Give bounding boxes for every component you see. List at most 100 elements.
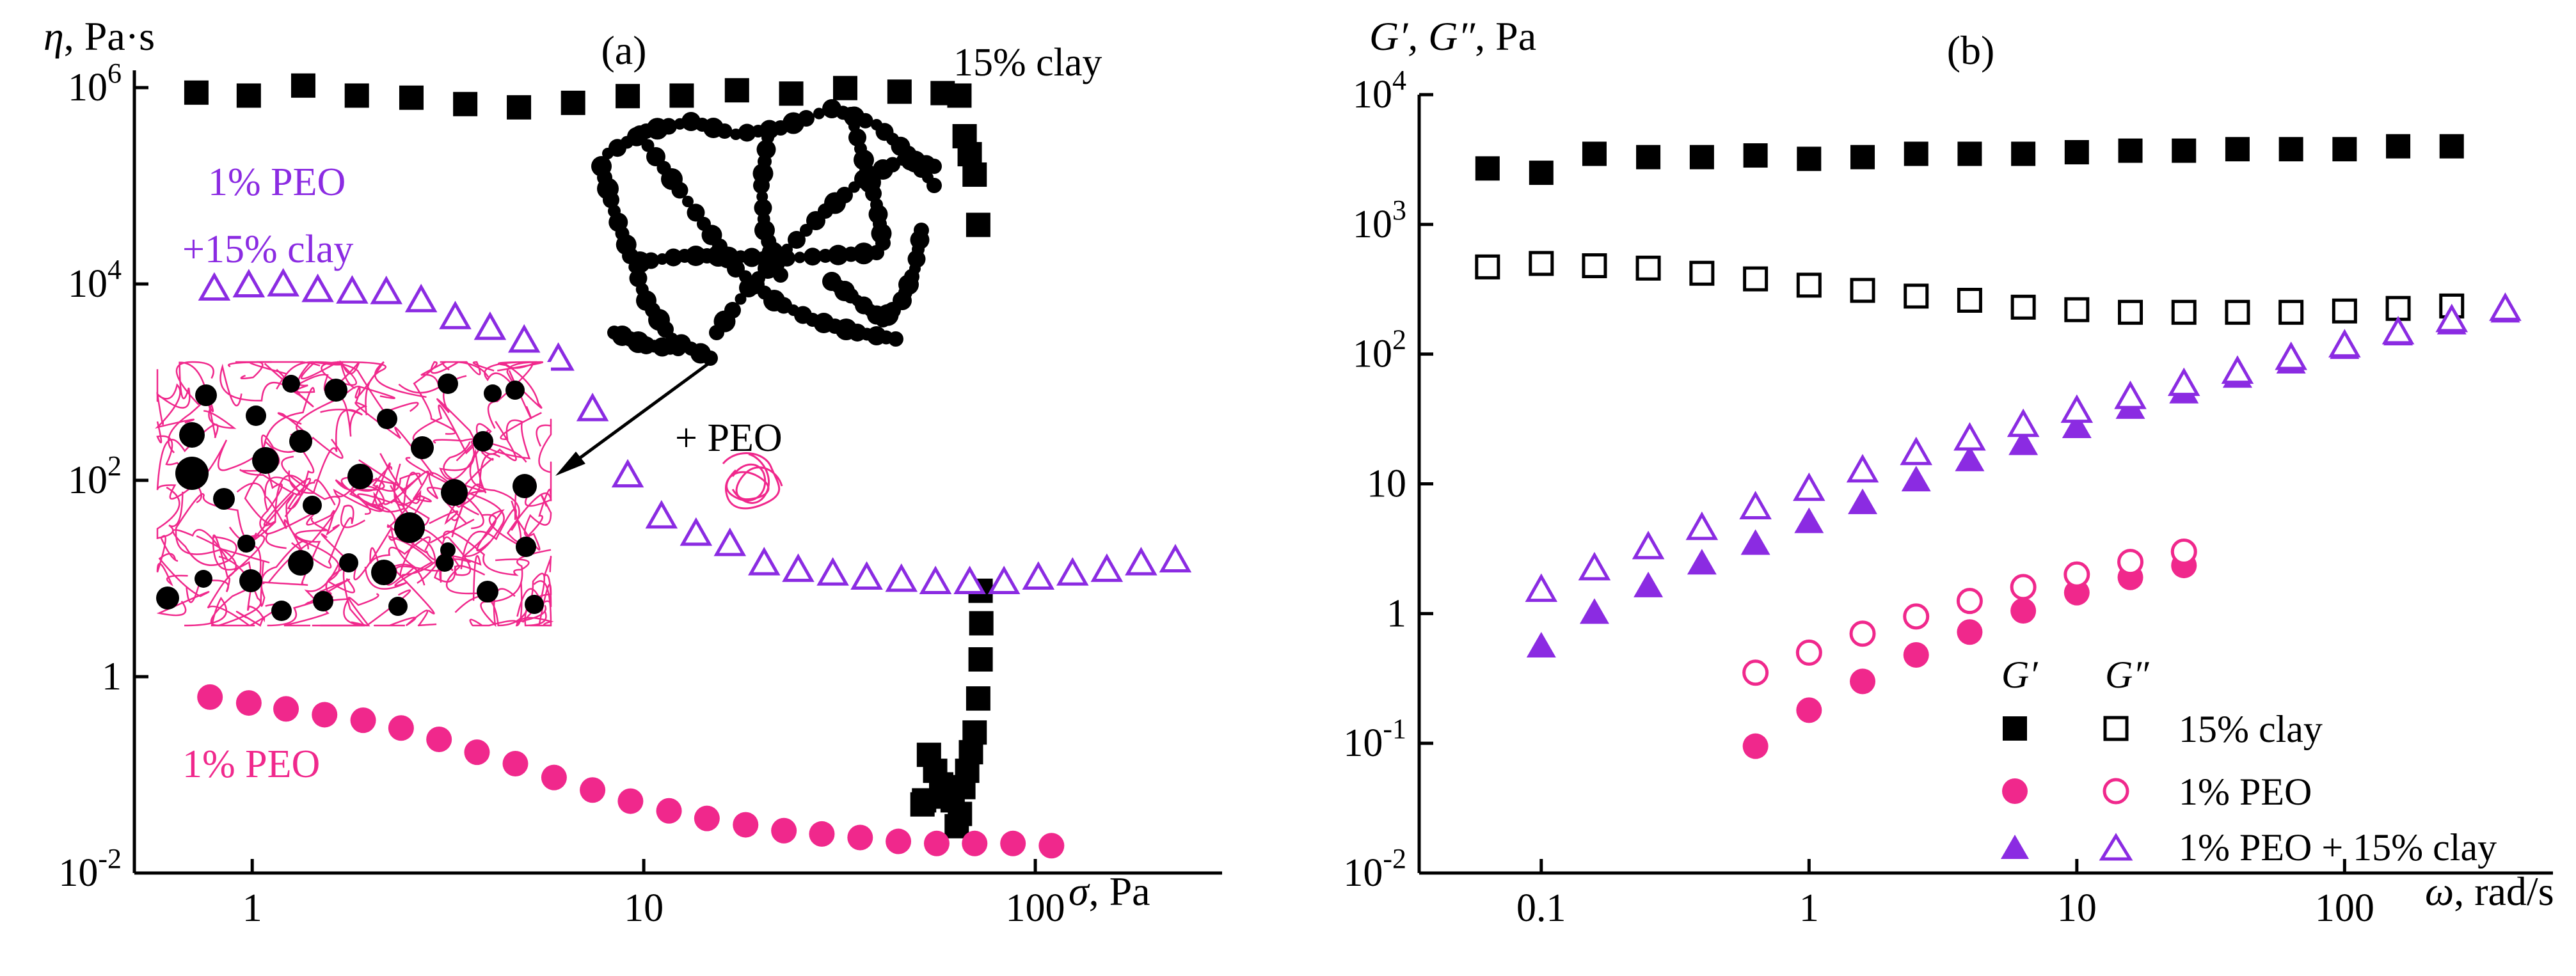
point-1-peo-g bbox=[1795, 639, 1822, 666]
legend-marker-peo-gdoubleprime bbox=[2103, 778, 2129, 805]
legend-marker-peo-gprime bbox=[2002, 778, 2028, 804]
point-15-clay bbox=[184, 80, 209, 105]
point-15-clay bbox=[453, 91, 478, 116]
series-1-peo-g bbox=[1742, 553, 2197, 759]
point-15-clay-g bbox=[1743, 266, 1769, 292]
point-1-peo-15-clay bbox=[439, 301, 472, 329]
point-1-peo-15-clay bbox=[1159, 544, 1192, 572]
series-1-peo-15-clay bbox=[198, 267, 1192, 595]
point-1-peo-15-clay bbox=[885, 563, 918, 592]
point-1-peo bbox=[1000, 830, 1026, 856]
point-1-peo bbox=[809, 821, 835, 847]
point-1-peo bbox=[923, 830, 950, 856]
point-1-peo-15-clay bbox=[1056, 557, 1089, 586]
point-15-clay-g bbox=[2225, 137, 2250, 162]
point-15-clay-g bbox=[1636, 145, 1661, 169]
point-1-peo-15-clay bbox=[232, 269, 266, 297]
point-1-peo-15-clay bbox=[611, 459, 644, 488]
point-15-clay-g bbox=[2386, 134, 2411, 159]
panel-b-ylabel-unit: , Pa bbox=[1475, 13, 1536, 59]
point-15-clay-g bbox=[1796, 272, 1822, 298]
point-15-clay bbox=[507, 95, 532, 120]
point-1-peo bbox=[886, 828, 912, 854]
panel-a-ytick-label: 10-2 bbox=[58, 843, 122, 895]
panel-b-ytick-label: 1 bbox=[1387, 592, 1406, 635]
point-1-peo bbox=[273, 696, 299, 722]
point-1-peo bbox=[350, 707, 376, 734]
panel-a-xlabel-unit: , Pa bbox=[1089, 869, 1150, 914]
point-15-clay bbox=[669, 83, 694, 108]
point-1-peo-15-clay bbox=[507, 324, 541, 353]
point-1-peo-15-clay bbox=[336, 275, 369, 304]
point-1-peo-15-clay bbox=[816, 557, 849, 586]
point-1-peo-15-clay bbox=[1125, 547, 1157, 576]
point-1-peo-g bbox=[1957, 619, 1983, 645]
point-1-peo bbox=[580, 777, 606, 803]
legend-label-1-peo: 1% PEO bbox=[2179, 771, 2312, 813]
point-1-peo bbox=[694, 805, 720, 831]
panel-b-axes bbox=[1417, 95, 2553, 875]
arrow-to-network bbox=[555, 359, 713, 476]
point-1-peo-15-clay bbox=[782, 553, 815, 582]
panel-b-ytick-label: 10-1 bbox=[1343, 713, 1406, 765]
point-1-peo-15-clay-g bbox=[1685, 511, 1719, 540]
label-15-clay: 15% clay bbox=[953, 41, 1102, 84]
panel-a-axes bbox=[132, 70, 1222, 875]
point-1-peo-15-clay-g bbox=[2062, 413, 2092, 439]
panel-b-ytick-label: 10-2 bbox=[1343, 843, 1406, 895]
legend-marker-peo-clay-gdoubleprime bbox=[2099, 833, 2133, 861]
point-15-clay bbox=[236, 83, 261, 108]
point-1-peo-15-clay-g bbox=[2007, 408, 2040, 437]
point-1-peo-15-clay bbox=[301, 273, 334, 303]
point-15-clay-g bbox=[1475, 254, 1500, 279]
point-15-clay-g bbox=[2278, 299, 2304, 325]
panel-a-xtick-label: 100 bbox=[1006, 886, 1065, 930]
point-1-peo-15-clay bbox=[850, 561, 883, 590]
point-15-clay-g bbox=[2064, 297, 2090, 322]
panel-b-ytick-label: 102 bbox=[1353, 324, 1406, 376]
point-1-peo-g bbox=[1850, 668, 1876, 695]
panel-a-xlabel-symbol: σ bbox=[1069, 869, 1090, 914]
panel-a-xtick-label: 1 bbox=[242, 886, 262, 930]
point-1-peo-15-clay-g bbox=[1740, 529, 1770, 555]
point-1-peo bbox=[617, 788, 644, 814]
point-15-clay-g bbox=[1529, 161, 1554, 185]
point-15-clay-g bbox=[1904, 283, 1929, 309]
point-1-peo bbox=[962, 830, 988, 856]
point-1-peo-15-clay-g bbox=[2008, 429, 2039, 455]
panel-a-ytick-label: 102 bbox=[68, 450, 122, 502]
point-15-clay-g bbox=[1582, 253, 1607, 278]
panel-a-ylabel: η, Pa·s bbox=[44, 13, 155, 59]
point-1-peo bbox=[312, 702, 338, 728]
point-1-peo-15-clay-g bbox=[2221, 355, 2254, 384]
point-1-peo-g bbox=[1956, 588, 1983, 615]
legend-header-gprime: G′ bbox=[2001, 654, 2038, 696]
point-15-clay-g bbox=[1957, 287, 1982, 313]
point-15-clay bbox=[944, 814, 969, 838]
point-1-peo-15-clay-g bbox=[1900, 436, 1933, 466]
point-1-peo-15-clay-g bbox=[1634, 571, 1664, 597]
point-1-peo-15-clay bbox=[680, 517, 713, 546]
label-peo-clay-line2: +15% clay bbox=[182, 228, 353, 271]
panel-b-xtick-label: 0.1 bbox=[1516, 886, 1566, 930]
point-1-peo-15-clay-g bbox=[2381, 315, 2415, 345]
point-1-peo-15-clay-g bbox=[2489, 292, 2522, 321]
point-15-clay-g bbox=[1957, 141, 1982, 166]
point-1-peo-15-clay bbox=[747, 547, 781, 576]
point-1-peo-15-clay-g bbox=[1793, 472, 1825, 501]
point-15-clay-g bbox=[2385, 295, 2411, 321]
point-1-peo-15-clay-g bbox=[1632, 530, 1665, 560]
point-1-peo bbox=[502, 751, 529, 777]
point-15-clay-g bbox=[2332, 298, 2357, 324]
point-1-peo-15-clay-g bbox=[1901, 466, 1931, 492]
point-15-clay bbox=[957, 142, 982, 167]
point-15-clay-g bbox=[1743, 143, 1768, 168]
point-15-clay-g bbox=[2332, 137, 2357, 162]
point-1-peo bbox=[388, 715, 414, 741]
point-15-clay bbox=[779, 81, 804, 106]
point-15-clay bbox=[887, 79, 912, 104]
point-15-clay-g bbox=[2278, 137, 2303, 162]
panel-a-ylabel-unit: , Pa·s bbox=[64, 13, 155, 59]
point-1-peo-15-clay-g bbox=[1525, 573, 1558, 602]
